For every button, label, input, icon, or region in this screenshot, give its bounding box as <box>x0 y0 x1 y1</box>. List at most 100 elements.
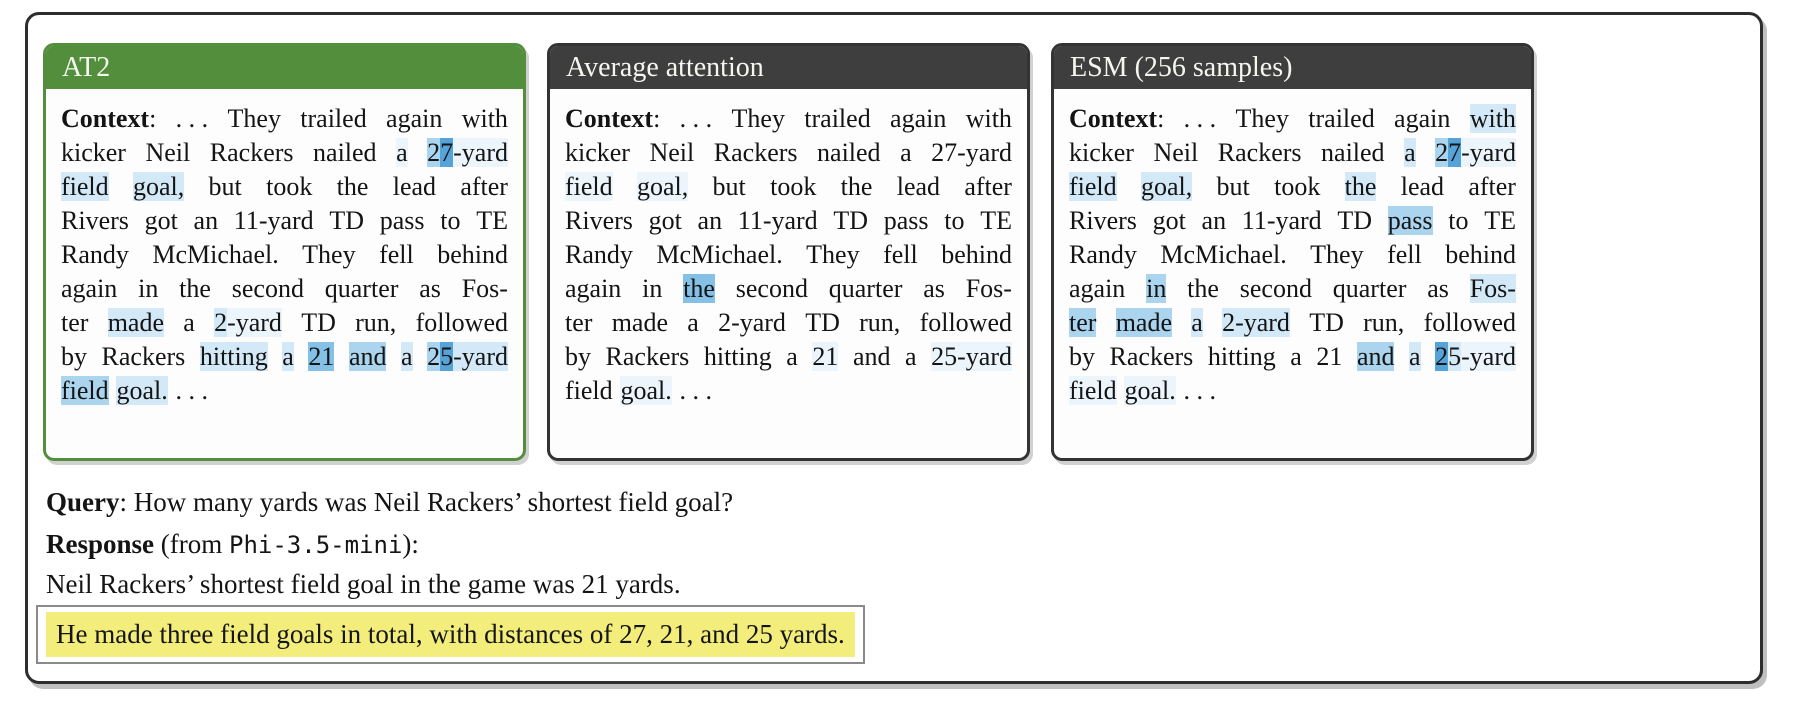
context-word: field <box>565 374 613 408</box>
context-word: to <box>944 204 964 238</box>
context-token: Randy <box>565 240 633 269</box>
context-token: but <box>1216 172 1250 201</box>
context-word: goal. <box>116 374 168 408</box>
context-word: quarter <box>829 272 903 306</box>
attribution-highlight: -yard <box>227 308 282 337</box>
context-word: McMichael. <box>152 238 278 272</box>
context-token: : <box>149 104 157 133</box>
attribution-highlight: 2 <box>1435 342 1449 371</box>
context-word: a <box>905 340 917 374</box>
context-line: again in the second quarter as Fos- <box>61 272 508 306</box>
context-word: got <box>1153 204 1186 238</box>
context-token: by <box>565 342 591 371</box>
context-word: TD <box>805 306 840 340</box>
panel-title: AT2 <box>46 46 523 89</box>
attribution-highlight: 21 <box>812 342 839 371</box>
context-word: but <box>1217 170 1250 204</box>
context-word: second <box>736 272 808 306</box>
attribution-highlight: 25-yard <box>931 342 1012 371</box>
context-token: nailed <box>313 138 377 167</box>
context-word: McMichael. <box>1160 238 1286 272</box>
context-line: by Rackers hitting a 21 and a 25-yard <box>61 340 508 374</box>
panel-esm-256-samples: ESM (256 samples) Context: . . . They traile… <box>1051 43 1534 461</box>
context-word: and <box>348 340 387 374</box>
context-word: took <box>1274 170 1320 204</box>
context-token: kicker <box>565 138 630 167</box>
context-token: trailed <box>1308 104 1375 133</box>
context-token: lead <box>1400 172 1445 201</box>
context-token: run, <box>1363 308 1405 337</box>
context-token: behind <box>941 240 1012 269</box>
context-token: TD <box>1337 206 1373 235</box>
context-word: ter <box>565 306 592 340</box>
context-word: pass <box>884 204 929 238</box>
context-word: Rivers <box>61 204 129 238</box>
context-token: quarter <box>828 274 903 303</box>
attribution-highlight: made <box>107 308 164 337</box>
context-word: an <box>698 204 723 238</box>
context-word: after <box>964 170 1012 204</box>
context-word: again <box>1394 102 1450 136</box>
attribution-highlight: 2 <box>214 308 228 337</box>
context-line: field goal, but took the lead after <box>61 170 508 204</box>
context-token: with <box>461 104 508 133</box>
context-token: as <box>923 274 945 303</box>
context-word: an <box>1202 204 1227 238</box>
attribution-highlight: field <box>565 172 613 201</box>
context-word: made <box>1115 306 1172 340</box>
context-word: kicker <box>1069 136 1134 170</box>
panel-context: Context: . . . They trailed again with kicker N… <box>1054 89 1531 408</box>
context-word: TD <box>833 204 868 238</box>
panel-context: Context: . . . They trailed again with kicker N… <box>550 89 1027 408</box>
context-word: TE <box>476 204 508 238</box>
figure-frame: AT2 Context: . . . They trailed again with kick… <box>25 12 1763 684</box>
attribution-highlight: the <box>1344 172 1377 201</box>
attribution-highlight: goal. <box>620 376 672 405</box>
context-word: goal, <box>636 170 689 204</box>
context-word: McMichael. <box>656 238 782 272</box>
context-line: again in the second quarter as Fos- <box>1069 272 1516 306</box>
attribution-highlight: -yard <box>1461 138 1516 167</box>
response-line: Response (from Phi-3.5-mini): <box>46 529 1736 560</box>
attribution-highlight: pass <box>1387 206 1433 235</box>
context-line: Context: . . . They trailed again with <box>1069 102 1516 136</box>
context-word: the <box>179 272 211 306</box>
context-token: quarter <box>1332 274 1407 303</box>
context-word: behind <box>941 238 1012 272</box>
attribution-highlight: a <box>396 138 408 167</box>
attribution-highlight: -yard <box>453 138 508 167</box>
context-word: Context: <box>565 102 660 136</box>
context-word: pass <box>1387 204 1433 238</box>
context-token: ter <box>61 308 89 337</box>
context-word: 11-yard <box>1242 204 1322 238</box>
context-word: 2-yard <box>214 306 282 340</box>
context-token: again <box>386 104 443 133</box>
context-line: kicker Neil Rackers nailed a 27-yard <box>1069 136 1516 170</box>
panel-title: ESM (256 samples) <box>1054 46 1531 89</box>
attribution-highlight: a <box>1191 308 1203 337</box>
context-token: Rivers <box>1069 206 1137 235</box>
context-line: field goal, but took the lead after <box>1069 170 1516 204</box>
context-token: but <box>208 172 242 201</box>
context-token: an <box>697 206 723 235</box>
context-token: the <box>840 172 873 201</box>
context-word: a <box>687 306 699 340</box>
context-token: after <box>964 172 1012 201</box>
context-word: Rackers <box>1110 340 1194 374</box>
context-token: fell <box>1387 240 1422 269</box>
context-word: Fos- <box>966 272 1012 306</box>
attribution-highlight: 2 <box>1435 138 1449 167</box>
context-word: took <box>266 170 312 204</box>
attribution-highlight: 7 <box>1448 138 1462 167</box>
context-word: They <box>1236 102 1289 136</box>
context-word: again <box>890 102 946 136</box>
context-word: after <box>460 170 508 204</box>
context-word: 21 <box>1316 340 1342 374</box>
context-word: 2-yard <box>1222 306 1290 340</box>
context-token: Rackers <box>605 342 690 371</box>
context-token: an <box>193 206 219 235</box>
context-token: Context <box>565 104 654 133</box>
context-word: Randy <box>61 238 129 272</box>
attribution-highlight: with <box>1469 104 1516 133</box>
attribution-highlight: Fos- <box>1469 274 1516 303</box>
